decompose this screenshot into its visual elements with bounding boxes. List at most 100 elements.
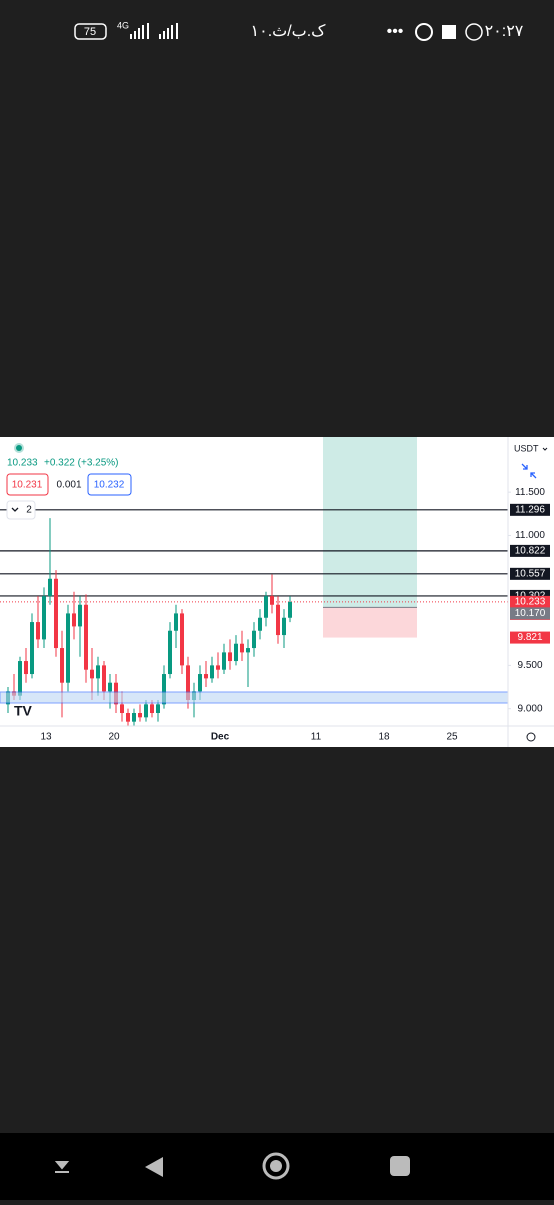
candle-body — [150, 704, 154, 714]
status-text: ۱۰.ک.ب/ث — [251, 23, 327, 40]
app-icon — [442, 25, 456, 39]
price-tag-label: 11.296 — [515, 504, 545, 515]
candle-body — [42, 596, 46, 640]
candle-body — [48, 578, 52, 597]
candle-body — [90, 669, 94, 679]
y-tick-label: 11.500 — [515, 487, 545, 498]
spread: 0.001 — [56, 480, 81, 491]
candle-body — [204, 674, 208, 679]
candle-body — [78, 604, 82, 627]
tv-logo: TV — [14, 703, 33, 719]
currency[interactable]: USDT — [514, 443, 539, 453]
candle-body — [252, 630, 256, 649]
candle-body — [168, 630, 172, 675]
chevron — [11, 507, 19, 512]
candle-body — [66, 613, 70, 683]
y-tick-label: 11.000 — [515, 530, 545, 541]
bid-price[interactable]: 10.231 — [12, 480, 43, 491]
x-tick-label: Dec — [211, 732, 230, 743]
candle-body — [24, 661, 28, 675]
candle-body — [198, 674, 202, 692]
buy-button[interactable] — [87, 473, 132, 496]
y-tick-label: 9.500 — [517, 660, 542, 671]
nav-down[interactable] — [54, 1161, 70, 1173]
candle-body — [162, 674, 166, 705]
nav-back[interactable] — [145, 1157, 163, 1177]
x-tick-label: 20 — [108, 732, 120, 743]
x-tick-label: 11 — [311, 732, 322, 743]
candle-body — [174, 613, 178, 631]
ask-price[interactable]: 10.232 — [94, 480, 125, 491]
candle-body — [54, 578, 58, 649]
candle-body — [126, 713, 130, 722]
signal-icons — [130, 23, 178, 39]
candle-body — [186, 665, 190, 701]
price-tag — [510, 607, 550, 620]
price-change: +0.322 (+3.25%) — [44, 458, 119, 469]
candle-body — [120, 704, 124, 714]
candle-body — [60, 648, 64, 683]
status-dot — [16, 445, 22, 451]
price-tag-label: 9.821 — [517, 632, 542, 643]
network-type: 4G — [117, 20, 129, 30]
price-tag — [510, 567, 550, 580]
more-dots: ••• — [387, 23, 404, 40]
candle-body — [264, 596, 268, 618]
candle-body — [282, 617, 286, 636]
price-tag-label: 10.170 — [515, 608, 546, 619]
chevron — [542, 447, 548, 451]
battery-level: 75 — [84, 26, 96, 38]
candle-body — [36, 622, 40, 640]
candle-body — [132, 713, 136, 722]
candle-body — [246, 648, 250, 653]
candle-body — [18, 661, 22, 696]
price-tag — [510, 503, 550, 516]
candle-body — [138, 713, 142, 718]
nav-recents[interactable] — [390, 1156, 410, 1176]
candle-body — [156, 704, 160, 714]
candle-body — [288, 601, 292, 618]
candle-body — [108, 682, 112, 692]
indicator-count[interactable]: 2 — [26, 505, 32, 516]
battery-icon — [74, 23, 107, 40]
candle-body — [30, 622, 34, 675]
candle-body — [216, 665, 220, 670]
zone-box — [0, 691, 509, 704]
settings-icon[interactable] — [526, 732, 536, 742]
last-price: 10.233 — [7, 458, 38, 469]
clock: ۲۰:۲۷ — [485, 23, 524, 40]
price-tag-label: 10.233 — [515, 597, 546, 608]
candle-body — [72, 613, 76, 627]
price-tag — [510, 631, 550, 644]
collapse-icon[interactable] — [521, 463, 537, 479]
profit-zone — [323, 437, 417, 608]
candle-body — [180, 613, 184, 666]
price-tag — [510, 544, 550, 557]
candle-body — [270, 596, 274, 605]
candle-body — [258, 617, 262, 631]
candle-body — [228, 652, 232, 662]
candle-body — [240, 643, 244, 653]
clock-icon — [465, 23, 483, 41]
whatsapp-icon — [415, 23, 433, 41]
candle-body — [144, 704, 148, 718]
y-tick-label: 9.000 — [517, 703, 542, 714]
plot — [0, 437, 508, 726]
nav-home-dot — [270, 1160, 282, 1172]
candle-body — [102, 665, 106, 692]
candle-body — [276, 604, 280, 636]
x-tick-label: 18 — [378, 732, 390, 743]
candle-body — [234, 643, 238, 662]
x-tick-label: 13 — [40, 732, 52, 743]
price-tag-label: 10.557 — [515, 568, 546, 579]
candle-body — [84, 604, 88, 670]
candle-body — [210, 665, 214, 679]
loss-zone — [323, 607, 417, 638]
sell-button[interactable] — [6, 473, 49, 496]
nav-home[interactable] — [262, 1152, 290, 1180]
candle-body — [222, 652, 226, 670]
candle-body — [96, 665, 100, 679]
indicators-toggle[interactable] — [6, 500, 36, 520]
